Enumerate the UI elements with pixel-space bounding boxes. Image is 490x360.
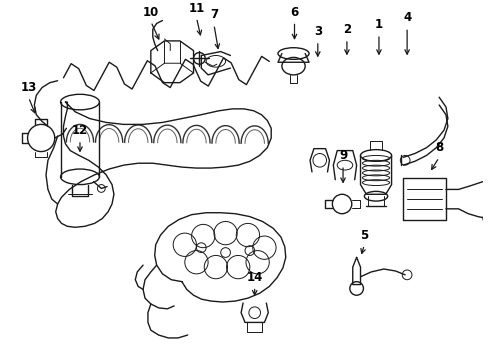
Text: 14: 14 <box>246 271 263 284</box>
Text: 4: 4 <box>403 12 411 24</box>
Text: 6: 6 <box>291 6 298 19</box>
Text: 12: 12 <box>72 124 88 137</box>
Text: 1: 1 <box>375 18 383 31</box>
Text: 7: 7 <box>210 9 218 22</box>
Text: 2: 2 <box>343 23 351 36</box>
Text: 10: 10 <box>143 6 159 19</box>
Text: 3: 3 <box>314 25 322 38</box>
Text: 8: 8 <box>435 141 443 154</box>
Text: 5: 5 <box>360 229 368 242</box>
Text: 9: 9 <box>339 149 347 162</box>
Text: 13: 13 <box>21 81 37 94</box>
Text: 11: 11 <box>188 2 205 15</box>
